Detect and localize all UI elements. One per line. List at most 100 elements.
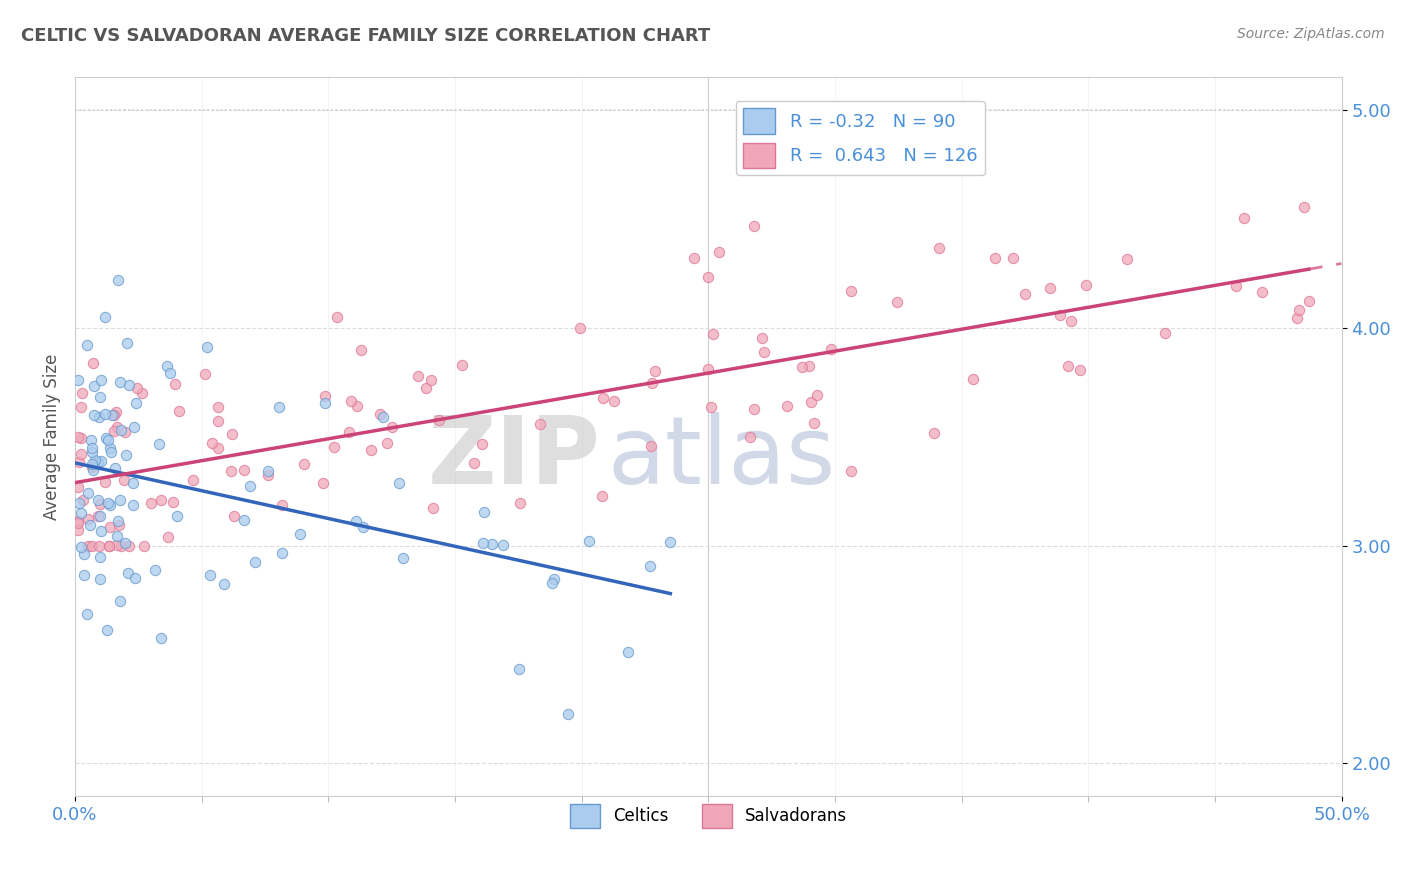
Point [640,439,662,453]
Point [471,437,494,451]
Point [89,550,111,565]
Point [641,376,664,390]
Point [820,342,842,356]
Point [233,462,256,476]
Point [1059,314,1081,328]
Point [543,572,565,586]
Point [110,594,132,608]
Point [1286,310,1309,325]
Point [1049,308,1071,322]
Point [207,400,229,414]
Point [194,367,217,381]
Point [103,425,125,439]
Point [67,430,90,444]
Point [107,514,129,528]
Point [1233,211,1256,225]
Point [271,498,294,512]
Point [105,529,128,543]
Point [1298,293,1320,308]
Point [89,497,111,511]
Point [148,437,170,451]
Point [76,539,98,553]
Point [344,515,367,529]
Point [97,433,120,447]
Point [90,454,112,468]
Point [70,447,93,461]
Point [159,366,181,380]
Point [742,401,765,416]
Point [797,359,820,373]
Point [427,413,450,427]
Point [751,331,773,345]
Point [392,551,415,566]
Point [70,386,93,401]
Point [122,499,145,513]
Point [195,340,218,354]
Point [115,335,138,350]
Point [702,326,724,341]
Point [94,407,117,421]
Point [89,572,111,586]
Point [69,506,91,520]
Point [1014,287,1036,301]
Point [368,407,391,421]
Point [509,496,531,510]
Point [198,568,221,582]
Point [311,476,333,491]
Point [163,377,186,392]
Point [125,396,148,410]
Point [100,409,122,423]
Point [243,556,266,570]
Point [212,576,235,591]
Point [422,501,444,516]
Point [1069,363,1091,377]
Point [420,373,443,387]
Point [450,359,472,373]
Point [541,575,564,590]
Point [107,273,129,287]
Point [696,361,718,376]
Point [77,512,100,526]
Point [322,440,344,454]
Text: Source: ZipAtlas.com: Source: ZipAtlas.com [1237,27,1385,41]
Point [104,405,127,419]
Point [98,539,121,553]
Point [141,496,163,510]
Point [70,401,93,415]
Point [86,454,108,468]
Point [90,373,112,387]
Point [132,539,155,553]
Point [82,463,104,477]
Y-axis label: Average Family Size: Average Family Size [44,353,60,520]
Point [269,400,291,414]
Point [70,540,93,554]
Point [839,464,862,478]
Point [94,475,117,490]
Point [232,513,254,527]
Point [292,457,315,471]
Point [67,455,90,469]
Point [73,568,96,582]
Point [122,420,145,434]
Point [76,338,98,352]
Point [82,460,104,475]
Point [1074,278,1097,293]
Point [108,518,131,533]
Point [738,430,761,444]
Point [83,378,105,392]
Point [839,285,862,299]
Point [143,563,166,577]
Point [288,527,311,541]
Point [72,493,94,508]
Point [156,359,179,373]
Point [94,310,117,324]
Point [82,356,104,370]
Point [201,436,224,450]
Point [66,524,89,538]
Point [207,441,229,455]
Point [314,396,336,410]
Point [962,371,984,385]
Point [257,468,280,483]
Point [776,399,799,413]
Point [1154,326,1177,341]
